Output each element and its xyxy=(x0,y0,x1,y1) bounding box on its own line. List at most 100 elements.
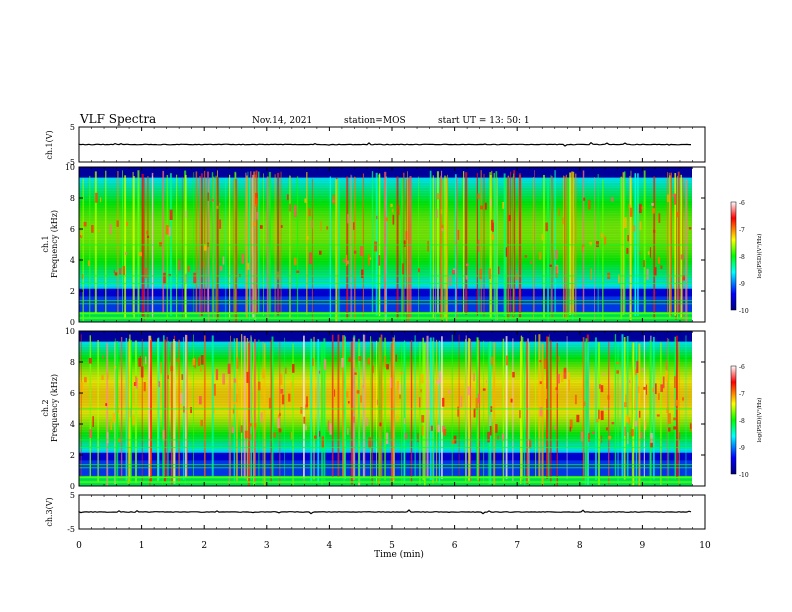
ch1-spectrogram-hotspot xyxy=(583,197,586,201)
x-tick-label: 9 xyxy=(640,541,646,551)
ch2-spectrogram-hotspot xyxy=(260,412,263,423)
ch2-spectrogram-hotspot xyxy=(305,425,307,431)
ch1-spectrogram-sferic xyxy=(396,176,399,320)
ch2-spectrogram-sferic xyxy=(321,342,323,486)
ch2-spectrogram-hotspot xyxy=(362,385,364,388)
ch1-spectrogram-sferic xyxy=(572,171,575,315)
ch1-spectrogram-sferic xyxy=(133,176,135,319)
ch2-spectrogram-hotspot xyxy=(443,428,447,436)
ch2-spectrogram-line xyxy=(79,476,692,479)
ch2-spectrogram-hotspot xyxy=(665,361,667,370)
ch1-spectrogram-hotspot xyxy=(603,236,607,246)
ch2-spectrogram-hotspot xyxy=(399,394,401,399)
ch1-spectrogram-hotspot xyxy=(293,204,297,217)
start-ut-label: start UT = 13: 50: 1 xyxy=(438,116,530,126)
ch1-spectrogram-hotspot xyxy=(309,252,313,265)
ch2-spectrogram-sferic xyxy=(173,339,175,482)
ch1-spectrogram-hotspot xyxy=(81,274,84,279)
ch2-spectrogram-hotspot xyxy=(135,377,138,389)
ch2-spectrogram-sferic xyxy=(678,341,680,485)
ch2-spectrogram-hotspot xyxy=(580,431,583,442)
ch3-waveform-trace xyxy=(78,509,692,515)
ch1-spectrogram-sferic xyxy=(634,173,636,316)
ch1-spectrogram-sferic xyxy=(215,175,217,319)
ch1-spectrogram-hotspot xyxy=(643,260,645,268)
ch2-spectrogram-hotspot xyxy=(268,397,272,409)
ch2-spectrogram-sferic xyxy=(246,338,249,481)
ch1-spectrogram-hotspot xyxy=(498,266,500,275)
ch1-spectrogram-hotspot xyxy=(122,265,126,275)
ch2-spectrogram-hotspot xyxy=(668,413,671,424)
ch2-spectrogram-hotspot xyxy=(290,431,293,440)
ch1-spectrogram-hotspot xyxy=(641,206,644,209)
ch1-spectrogram-hotspot xyxy=(116,220,119,227)
ch1-spectrogram-hotspot xyxy=(87,260,90,267)
ch2-spectrogram-band xyxy=(79,336,692,340)
ch1-spectrogram-hotspot xyxy=(654,267,657,276)
ch1-spectrogram-sferic xyxy=(622,172,625,315)
ch1-spectrogram-hotspot xyxy=(405,231,408,240)
ch1-spectrogram-hotspot xyxy=(211,199,214,202)
ch2-spectrogram-hotspot xyxy=(457,406,459,417)
ch1-spectrogram-sferic xyxy=(311,178,313,322)
ch2-spectrogram-band xyxy=(79,331,692,334)
ch2-spectrogram-sferic xyxy=(376,340,377,484)
ch2-spectrogram-sferic xyxy=(401,342,403,486)
ch1-spectrogram-hotspot xyxy=(666,194,670,202)
ch1-spectrogram-hotspot xyxy=(178,259,181,271)
ch1-spectrogram-ytick-label: 4 xyxy=(70,256,75,265)
ch1-spectrogram-hotspot xyxy=(219,219,222,229)
ch2-spectrogram-sferic xyxy=(310,338,313,482)
ch2-spectrogram-hotspot xyxy=(630,429,634,437)
ch2-spectrogram-hotspot xyxy=(236,393,238,403)
ch2-spectrogram-hotspot xyxy=(278,428,282,433)
ch2-spectrogram-hotspot xyxy=(135,375,137,386)
ch1-colorbar-tick: -8 xyxy=(739,254,745,261)
ch3-waveform-ytick-label: 5 xyxy=(70,491,75,500)
ch2-spectrogram-hotspot xyxy=(563,367,567,373)
ch2-spectrogram-hotspot xyxy=(600,410,604,421)
ch2-spectrogram-sferic xyxy=(632,342,635,486)
ch1-spectrogram-hotspot xyxy=(145,267,147,279)
ch2-spectrogram-hotspot xyxy=(675,400,679,406)
ch2-spectrogram-hotspot xyxy=(358,356,362,361)
ch1-spectrogram-hotspot xyxy=(530,260,532,264)
ch1-spectrogram-sferic xyxy=(235,178,238,322)
ch1-spectrogram-sferic xyxy=(667,172,668,315)
ch2-spectrogram-hotspot xyxy=(89,429,93,438)
ch2-spectrogram-hotspot xyxy=(180,393,183,404)
ch2-spectrogram-sferic xyxy=(465,335,467,479)
ch2-spectrogram-hotspot xyxy=(110,421,112,431)
ch2-spectrogram-sferic xyxy=(538,334,541,477)
ch2-spectrogram-hotspot xyxy=(281,394,285,405)
ch1-spectrogram-ylabel-frequency: Frequency (kHz) xyxy=(50,210,59,278)
ch1-spectrogram-line xyxy=(79,303,692,305)
ch2-spectrogram-hotspot xyxy=(143,381,146,392)
ch2-spectrogram-hotspot xyxy=(510,398,513,403)
ch1-spectrogram-sferic xyxy=(250,171,252,314)
ch2-spectrogram-hotspot xyxy=(473,408,476,418)
ch1-spectrogram-hotspot xyxy=(680,254,684,260)
ch1-spectrogram-sferic xyxy=(550,174,552,318)
ch1-spectrogram-sferic xyxy=(89,175,91,319)
ch2-spectrogram-sferic xyxy=(120,336,123,480)
ch1-spectrogram-sferic xyxy=(432,175,434,318)
ch2-spectrogram-sferic xyxy=(685,335,687,479)
ch1-spectrogram-sferic xyxy=(547,178,549,322)
ch1-spectrogram-sferic xyxy=(346,176,349,320)
ch2-spectrogram-sferic xyxy=(674,336,677,480)
ch2-spectrogram-hotspot xyxy=(467,386,471,396)
ch1-spectrogram-hotspot xyxy=(427,240,429,252)
ch2-spectrogram-sferic xyxy=(170,342,173,485)
ch1-spectrogram-ytick-label: 8 xyxy=(70,194,75,203)
ch2-spectrogram-hotspot xyxy=(475,397,478,410)
ch1-spectrogram-hotspot xyxy=(562,217,564,225)
ch2-spectrogram-hotspot xyxy=(390,377,392,389)
ch1-spectrogram-hotspot xyxy=(353,250,357,254)
ch1-spectrogram-hotspot xyxy=(477,239,480,252)
ch1-spectrogram-hotspot xyxy=(203,244,207,251)
ch1-spectrogram-hotspot xyxy=(222,256,225,265)
ch1-spectrogram-hotspot xyxy=(649,247,652,258)
ch1-spectrogram-line xyxy=(79,300,692,302)
ch2-spectrogram-hotspot xyxy=(367,357,371,365)
